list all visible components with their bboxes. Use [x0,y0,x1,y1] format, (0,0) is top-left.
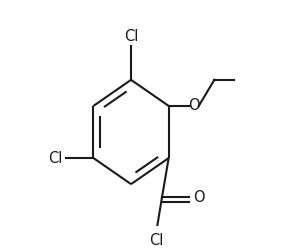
Text: O: O [193,190,204,205]
Text: Cl: Cl [149,233,164,248]
Text: O: O [188,98,200,114]
Text: Cl: Cl [124,29,138,44]
Text: Cl: Cl [48,150,62,166]
